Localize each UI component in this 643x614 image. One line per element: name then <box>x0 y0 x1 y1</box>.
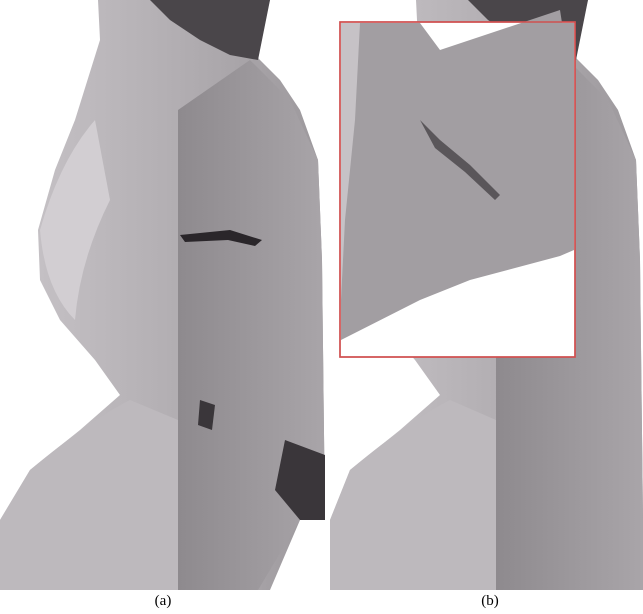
inset-zoom <box>340 10 575 357</box>
panel-label: (a) <box>155 593 172 609</box>
panel-label: (b) <box>481 593 499 609</box>
panel-a-render <box>0 0 325 590</box>
page: {"figure": {"panels": [{"label": "(a)"},… <box>0 0 643 614</box>
figure: (a) (b) <box>0 0 643 614</box>
